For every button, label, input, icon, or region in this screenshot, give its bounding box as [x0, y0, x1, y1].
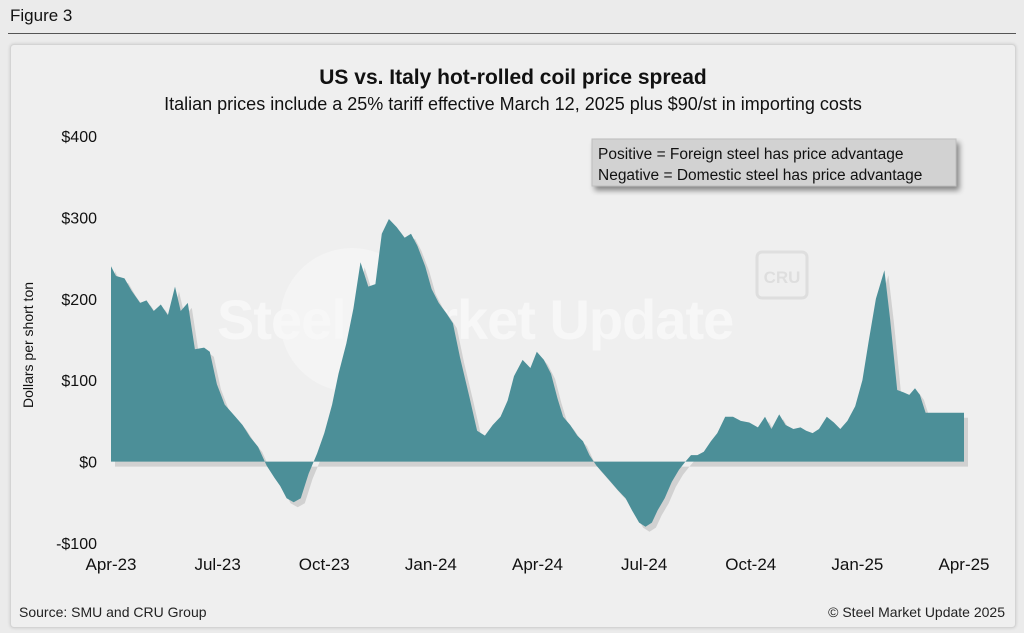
source-note: Source: SMU and CRU Group [19, 604, 207, 620]
figure-label: Figure 3 [10, 6, 73, 25]
watermark-text: Steel Market Update [217, 288, 733, 351]
x-tick-label: Apr-25 [938, 555, 989, 574]
y-tick-label: $200 [61, 292, 97, 309]
x-tick-label: Oct-24 [725, 555, 776, 574]
annotation-line-negative: Negative = Domestic steel has price adva… [598, 167, 922, 184]
watermark: Steel Market Update CRU [217, 248, 809, 392]
y-tick-label: $100 [61, 373, 97, 390]
y-axis-label: Dollars per short ton [20, 282, 36, 408]
figure-divider [8, 33, 1016, 34]
area-chart: Steel Market Update CRU US vs. Italy hot… [19, 66, 1005, 620]
x-tick-label: Jan-24 [405, 555, 457, 574]
y-tick-label: -$100 [56, 536, 97, 553]
watermark-badge-text: CRU [764, 268, 801, 287]
annotation-box: Positive = Foreign steel has price advan… [591, 138, 957, 187]
chart-panel: Steel Market Update CRU US vs. Italy hot… [10, 44, 1016, 628]
x-tick-label: Apr-23 [85, 555, 136, 574]
x-tick-label: Apr-24 [512, 555, 563, 574]
chart-subtitle: Italian prices include a 25% tariff effe… [164, 94, 862, 114]
y-tick-label: $400 [61, 129, 97, 146]
x-tick-label: Jan-25 [831, 555, 883, 574]
annotation-background [591, 138, 957, 187]
x-tick-label: Jul-23 [194, 555, 240, 574]
y-axis-ticks: -$100 $0 $100 $200 $300 $400 [56, 129, 97, 553]
x-axis-ticks: Apr-23 Jul-23 Oct-23 Jan-24 Apr-24 Jul-24 Oct-… [85, 555, 989, 574]
series-area [111, 219, 964, 527]
annotation-line-positive: Positive = Foreign steel has price advan… [598, 146, 903, 163]
y-tick-label: $300 [61, 210, 97, 227]
x-tick-label: Jul-24 [621, 555, 667, 574]
watermark-badge [755, 250, 809, 300]
y-tick-label: $0 [79, 455, 97, 472]
series-layer [111, 219, 968, 532]
chart-title: US vs. Italy hot-rolled coil price sprea… [319, 66, 706, 89]
x-tick-label: Oct-23 [299, 555, 350, 574]
copyright-note: © Steel Market Update 2025 [828, 604, 1005, 620]
